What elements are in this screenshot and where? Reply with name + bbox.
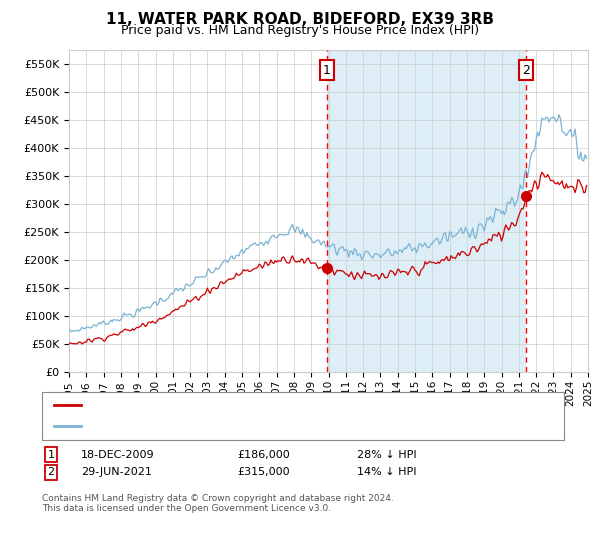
- Text: 2: 2: [47, 467, 55, 477]
- Text: 28% ↓ HPI: 28% ↓ HPI: [357, 450, 416, 460]
- Text: Contains HM Land Registry data © Crown copyright and database right 2024.
This d: Contains HM Land Registry data © Crown c…: [42, 494, 394, 514]
- Text: 18-DEC-2009: 18-DEC-2009: [81, 450, 155, 460]
- Text: 1: 1: [47, 450, 55, 460]
- Text: 29-JUN-2021: 29-JUN-2021: [81, 467, 152, 477]
- Text: 14% ↓ HPI: 14% ↓ HPI: [357, 467, 416, 477]
- Text: 1: 1: [323, 63, 331, 77]
- Text: Price paid vs. HM Land Registry's House Price Index (HPI): Price paid vs. HM Land Registry's House …: [121, 24, 479, 36]
- Bar: [327, 50, 526, 372]
- Text: HPI: Average price, detached house, Torridge: HPI: Average price, detached house, Torr…: [87, 421, 322, 431]
- Text: £186,000: £186,000: [237, 450, 290, 460]
- Text: £315,000: £315,000: [237, 467, 290, 477]
- Text: 11, WATER PARK ROAD, BIDEFORD, EX39 3RB (detached house): 11, WATER PARK ROAD, BIDEFORD, EX39 3RB …: [87, 400, 419, 410]
- Text: 2: 2: [522, 63, 530, 77]
- Text: 11, WATER PARK ROAD, BIDEFORD, EX39 3RB: 11, WATER PARK ROAD, BIDEFORD, EX39 3RB: [106, 12, 494, 27]
